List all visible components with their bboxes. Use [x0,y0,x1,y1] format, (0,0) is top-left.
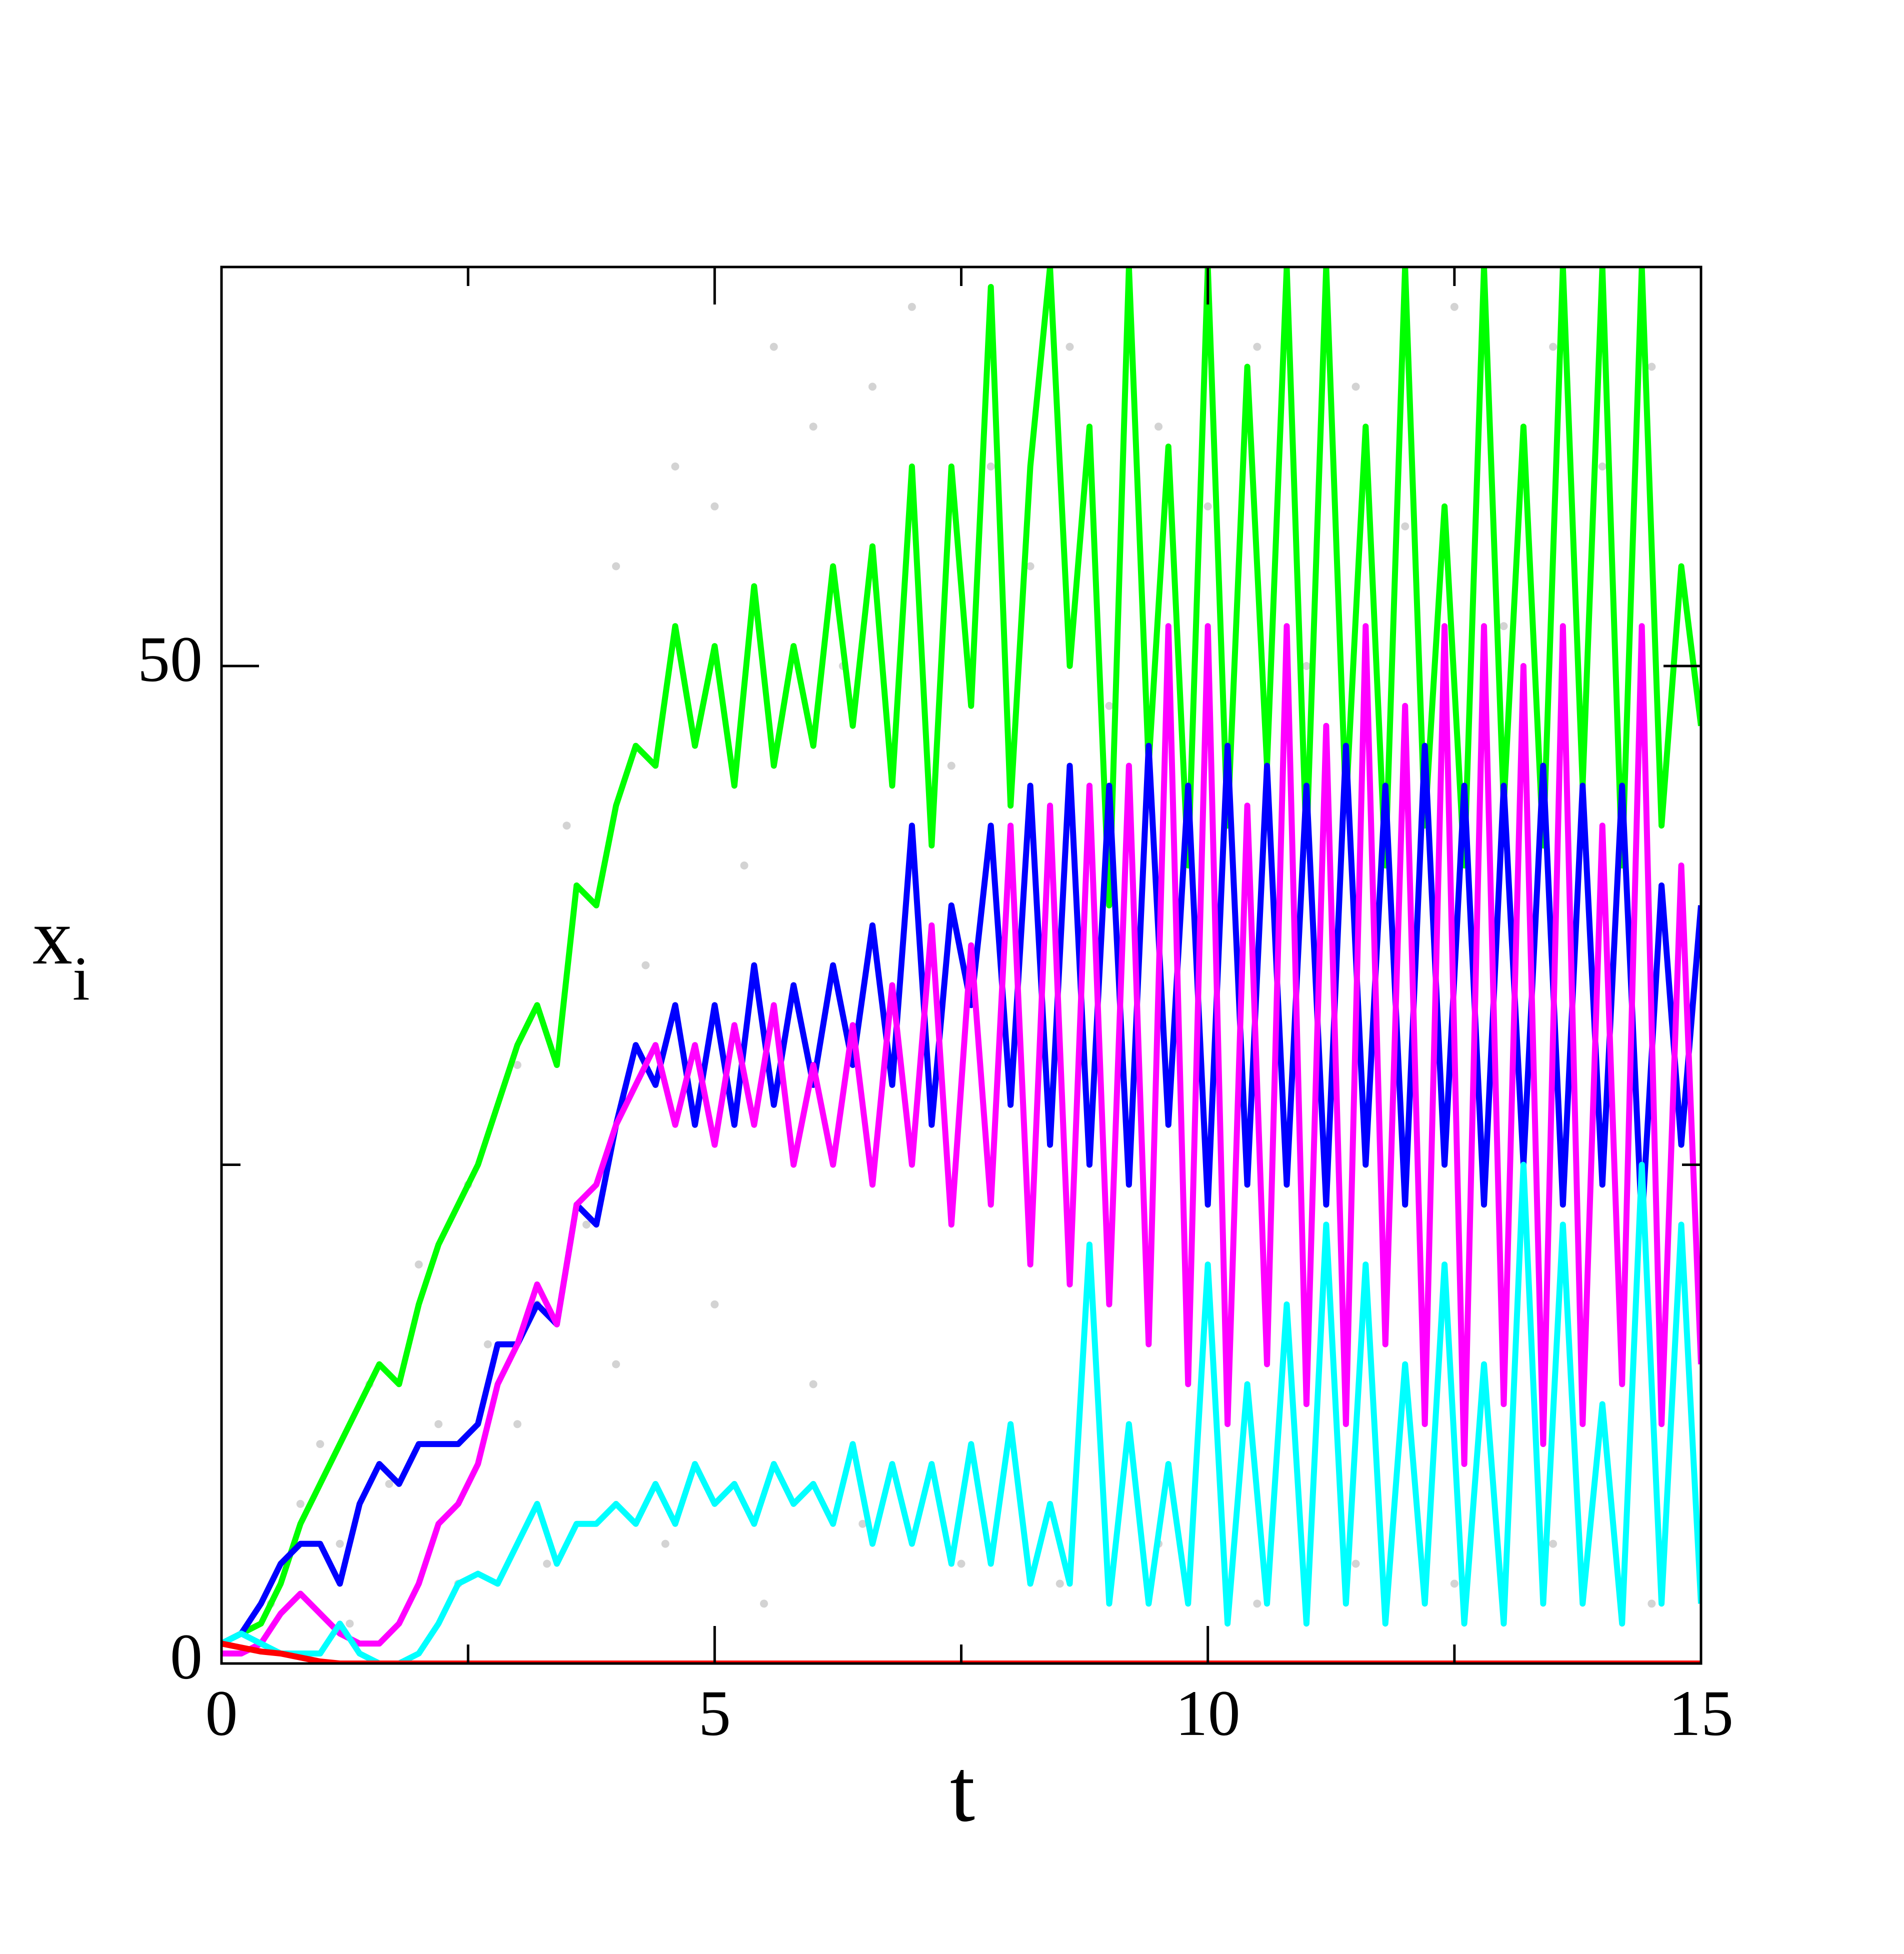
y-axis-label-main: x [32,892,72,981]
background-point [947,762,956,770]
x-tick-label: 5 [698,1678,731,1750]
background-point [1026,562,1034,570]
plot-area [222,267,1701,1664]
background-point [542,1560,551,1568]
background-point [612,562,620,570]
background-point [1549,342,1558,351]
background-point [562,822,571,830]
background-point [1302,662,1310,670]
background-point [346,1620,354,1628]
background-point [1450,1580,1458,1588]
background-point [1352,382,1360,391]
background-point [513,1061,522,1069]
x-tick-label: 0 [206,1678,238,1750]
background-point [1204,502,1212,510]
background-point [1066,342,1074,351]
background-point [1105,702,1114,710]
background-point [1253,342,1262,351]
background-point [671,462,680,470]
background-point [710,1300,719,1308]
background-point [1549,1540,1558,1548]
series-line [222,623,1701,1657]
background-point [612,1360,620,1368]
y-tick-label: 0 [170,1621,202,1693]
background-point [1056,1580,1064,1588]
background-point [908,302,916,311]
background-point [661,1540,670,1548]
background-point [1450,302,1458,311]
background-point [740,862,748,870]
background-point [296,1500,304,1508]
x-tick-label: 15 [1668,1678,1734,1750]
background-point [809,1380,818,1388]
background-point [1648,1600,1656,1608]
background-point [316,1440,324,1448]
background-point [385,1480,394,1488]
background-point [336,1540,344,1548]
x-tick-label: 10 [1176,1678,1240,1750]
background-point [513,1420,522,1428]
y-axis-label-subscript: i [72,944,90,1014]
y-axis-label: xi [32,892,90,1014]
background-point [434,1420,442,1428]
background-point [760,1600,768,1608]
background-point [414,1260,423,1268]
background-point [868,382,876,391]
background-point [1154,422,1163,431]
y-tick-label: 50 [138,624,202,696]
background-point [1352,1560,1360,1568]
background-point [1648,362,1656,371]
background-point [809,422,818,431]
background-point [1253,1600,1262,1608]
background-point [1401,522,1410,530]
background-point [582,1220,590,1229]
series-line [222,267,1701,1646]
background-point [642,961,650,970]
background-point [858,1520,867,1528]
background-point [1500,622,1508,630]
background-point [986,462,995,470]
background-point [484,1340,492,1348]
series-line [222,1162,1701,1664]
background-point [957,1560,966,1568]
x-axis-label: t [950,1740,975,1840]
background-point [710,502,719,510]
background-point [770,342,778,351]
background-point [1598,462,1606,470]
